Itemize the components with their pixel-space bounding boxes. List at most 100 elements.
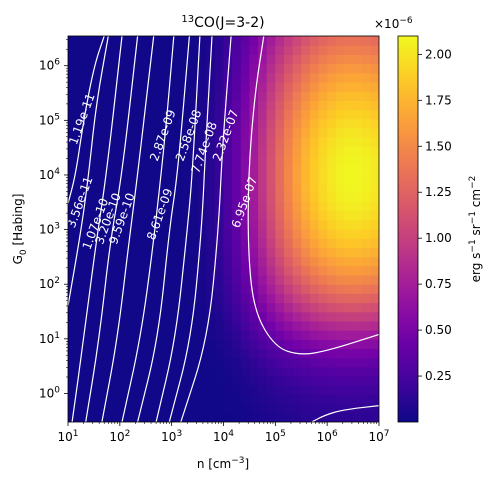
heatmap-cell	[232, 72, 242, 83]
heatmap-cell	[128, 284, 138, 294]
contour-line	[101, 36, 155, 422]
heatmap-cell	[318, 45, 328, 55]
heatmap-cell	[154, 293, 164, 304]
y-tick-label: 105	[39, 112, 60, 127]
heatmap-cell	[68, 100, 78, 111]
heatmap-cell	[197, 219, 207, 230]
heatmap-cell	[335, 81, 346, 92]
heatmap-cell	[353, 219, 363, 230]
heatmap-cell	[232, 284, 242, 294]
heatmap-cell	[301, 311, 311, 322]
heatmap-cell	[154, 45, 164, 55]
heatmap-cell	[197, 54, 207, 65]
heatmap-cell	[353, 320, 363, 331]
heatmap-cell	[171, 63, 181, 74]
heatmap-cell	[240, 155, 251, 166]
heatmap-cell	[111, 256, 121, 267]
colorbar-tick-label: 0.25	[425, 369, 452, 383]
heatmap-cell	[145, 302, 155, 313]
heatmap-cell	[275, 348, 285, 359]
heatmap-cell	[119, 100, 130, 111]
heatmap-cell	[102, 81, 112, 92]
heatmap-cell	[223, 366, 233, 377]
heatmap-cell	[249, 256, 259, 267]
heatmap-cell	[85, 118, 95, 129]
heatmap-cell	[214, 366, 225, 377]
heatmap-cell	[197, 265, 207, 276]
heatmap-cell	[119, 219, 130, 230]
heatmap-cell	[68, 293, 78, 304]
heatmap-cell	[102, 293, 112, 304]
heatmap-cell	[301, 238, 311, 248]
heatmap-cell	[137, 36, 147, 46]
heatmap-cell	[266, 311, 276, 322]
heatmap-cell	[283, 238, 294, 248]
heatmap-cell	[145, 293, 155, 304]
heatmap-cell	[145, 118, 155, 129]
heatmap-cell	[283, 394, 294, 405]
heatmap-cell	[232, 385, 242, 396]
heatmap-cell	[275, 403, 285, 414]
heatmap-cell	[154, 238, 164, 248]
heatmap-cell	[335, 210, 346, 221]
heatmap-cell	[214, 311, 225, 322]
heatmap-cell	[301, 385, 311, 396]
heatmap-cell	[283, 229, 294, 239]
heatmap-cell	[85, 63, 95, 74]
heatmap-cell	[119, 366, 130, 377]
heatmap-cell	[232, 219, 242, 230]
heatmap-cell	[258, 385, 268, 396]
heatmap-cell	[249, 385, 259, 396]
heatmap-cell	[318, 311, 328, 322]
heatmap-cell	[197, 146, 207, 157]
heatmap-cell	[292, 265, 302, 276]
heatmap-cell	[266, 376, 276, 386]
heatmap-cell	[370, 256, 379, 267]
heatmap-cell	[137, 45, 147, 55]
heatmap-cell	[206, 385, 216, 396]
contour-line	[180, 36, 232, 422]
heatmap-cell	[283, 109, 294, 120]
heatmap-cell	[145, 265, 155, 276]
heatmap-cell	[85, 376, 95, 386]
heatmap-cell	[361, 118, 371, 129]
y-axis-label: G0 [Habing]	[11, 194, 29, 265]
heatmap-cell	[137, 91, 147, 101]
heatmap-cell	[258, 357, 268, 368]
heatmap-cell	[240, 146, 251, 157]
heatmap-cell	[68, 256, 78, 267]
heatmap-cell	[275, 357, 285, 368]
heatmap-cell	[206, 210, 216, 221]
heatmap-cell	[85, 330, 95, 340]
heatmap-cell	[335, 412, 346, 422]
heatmap-cell	[223, 45, 233, 55]
heatmap-cell	[249, 403, 259, 414]
heatmap-cell	[85, 265, 95, 276]
heatmap-cell	[214, 100, 225, 111]
heatmap-cell	[137, 238, 147, 248]
heatmap-cell	[275, 146, 285, 157]
heatmap-cell	[309, 403, 320, 414]
heatmap-cell	[85, 210, 95, 221]
heatmap-cell	[283, 320, 294, 331]
heatmap-cell	[180, 183, 190, 193]
heatmap-cell	[335, 155, 346, 166]
heatmap-cell	[111, 63, 121, 74]
heatmap-cell	[214, 385, 225, 396]
heatmap-cell	[128, 155, 138, 166]
heatmap-cell	[180, 394, 190, 405]
heatmap-cell	[145, 164, 155, 175]
heatmap-cell	[68, 54, 78, 65]
heatmap-cell	[335, 127, 346, 138]
heatmap-cell	[292, 45, 302, 55]
heatmap-cell	[344, 109, 354, 120]
heatmap-cell	[93, 229, 104, 239]
heatmap-cell	[137, 284, 147, 294]
heatmap-cell	[206, 265, 216, 276]
heatmap-cell	[327, 63, 337, 74]
heatmap-cell	[275, 63, 285, 74]
heatmap-cell	[361, 164, 371, 175]
y-tick-label: 102	[39, 276, 60, 291]
heatmap-cell	[370, 412, 379, 422]
heatmap-cell	[188, 330, 199, 340]
